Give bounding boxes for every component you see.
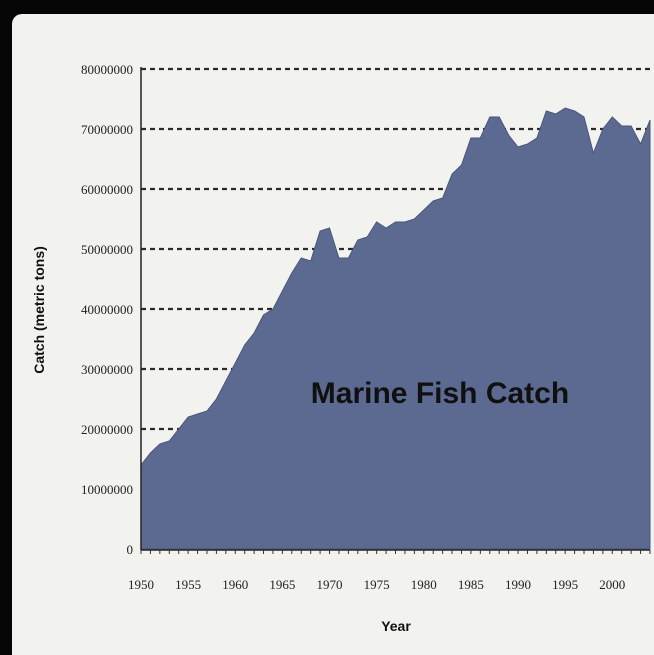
x-tick-labels: 1950 1955 1960 1965 1970 1975 1980 1985 1990 1995… xyxy=(128,577,625,592)
x-tick-label: 1985 xyxy=(458,577,484,592)
y-tick-label: 60000000 xyxy=(81,182,133,197)
x-tick-label: 2000 xyxy=(599,577,625,592)
x-tick-label: 1955 xyxy=(175,577,201,592)
y-tick-label: 80000000 xyxy=(81,62,133,77)
x-tick-label: 1950 xyxy=(128,577,154,592)
axis-layer xyxy=(140,67,651,554)
x-tick-label: 1970 xyxy=(317,577,343,592)
catch-area xyxy=(140,107,651,550)
y-tick-label: 70000000 xyxy=(81,122,133,137)
x-axis-label: Year xyxy=(381,618,411,634)
x-tick-label: 1975 xyxy=(364,577,390,592)
y-tick-label: 10000000 xyxy=(81,482,133,497)
x-tick-label: 1960 xyxy=(222,577,248,592)
y-tick-label: 0 xyxy=(127,542,134,557)
x-tick-label: 1995 xyxy=(552,577,578,592)
y-tick-label: 40000000 xyxy=(81,302,133,317)
x-tick-label: 1990 xyxy=(505,577,531,592)
y-tick-label: 50000000 xyxy=(81,242,133,257)
chart-title: Marine Fish Catch xyxy=(311,377,569,410)
y-tick-label: 20000000 xyxy=(81,422,133,437)
x-tick-label: 1980 xyxy=(411,577,437,592)
y-axis-label: Catch (metric tons) xyxy=(31,246,47,374)
x-tick-label: 1965 xyxy=(269,577,295,592)
y-tick-labels: 0 10000000 20000000 30000000 40000000 5000000… xyxy=(81,62,133,557)
y-tick-label: 30000000 xyxy=(81,362,133,377)
